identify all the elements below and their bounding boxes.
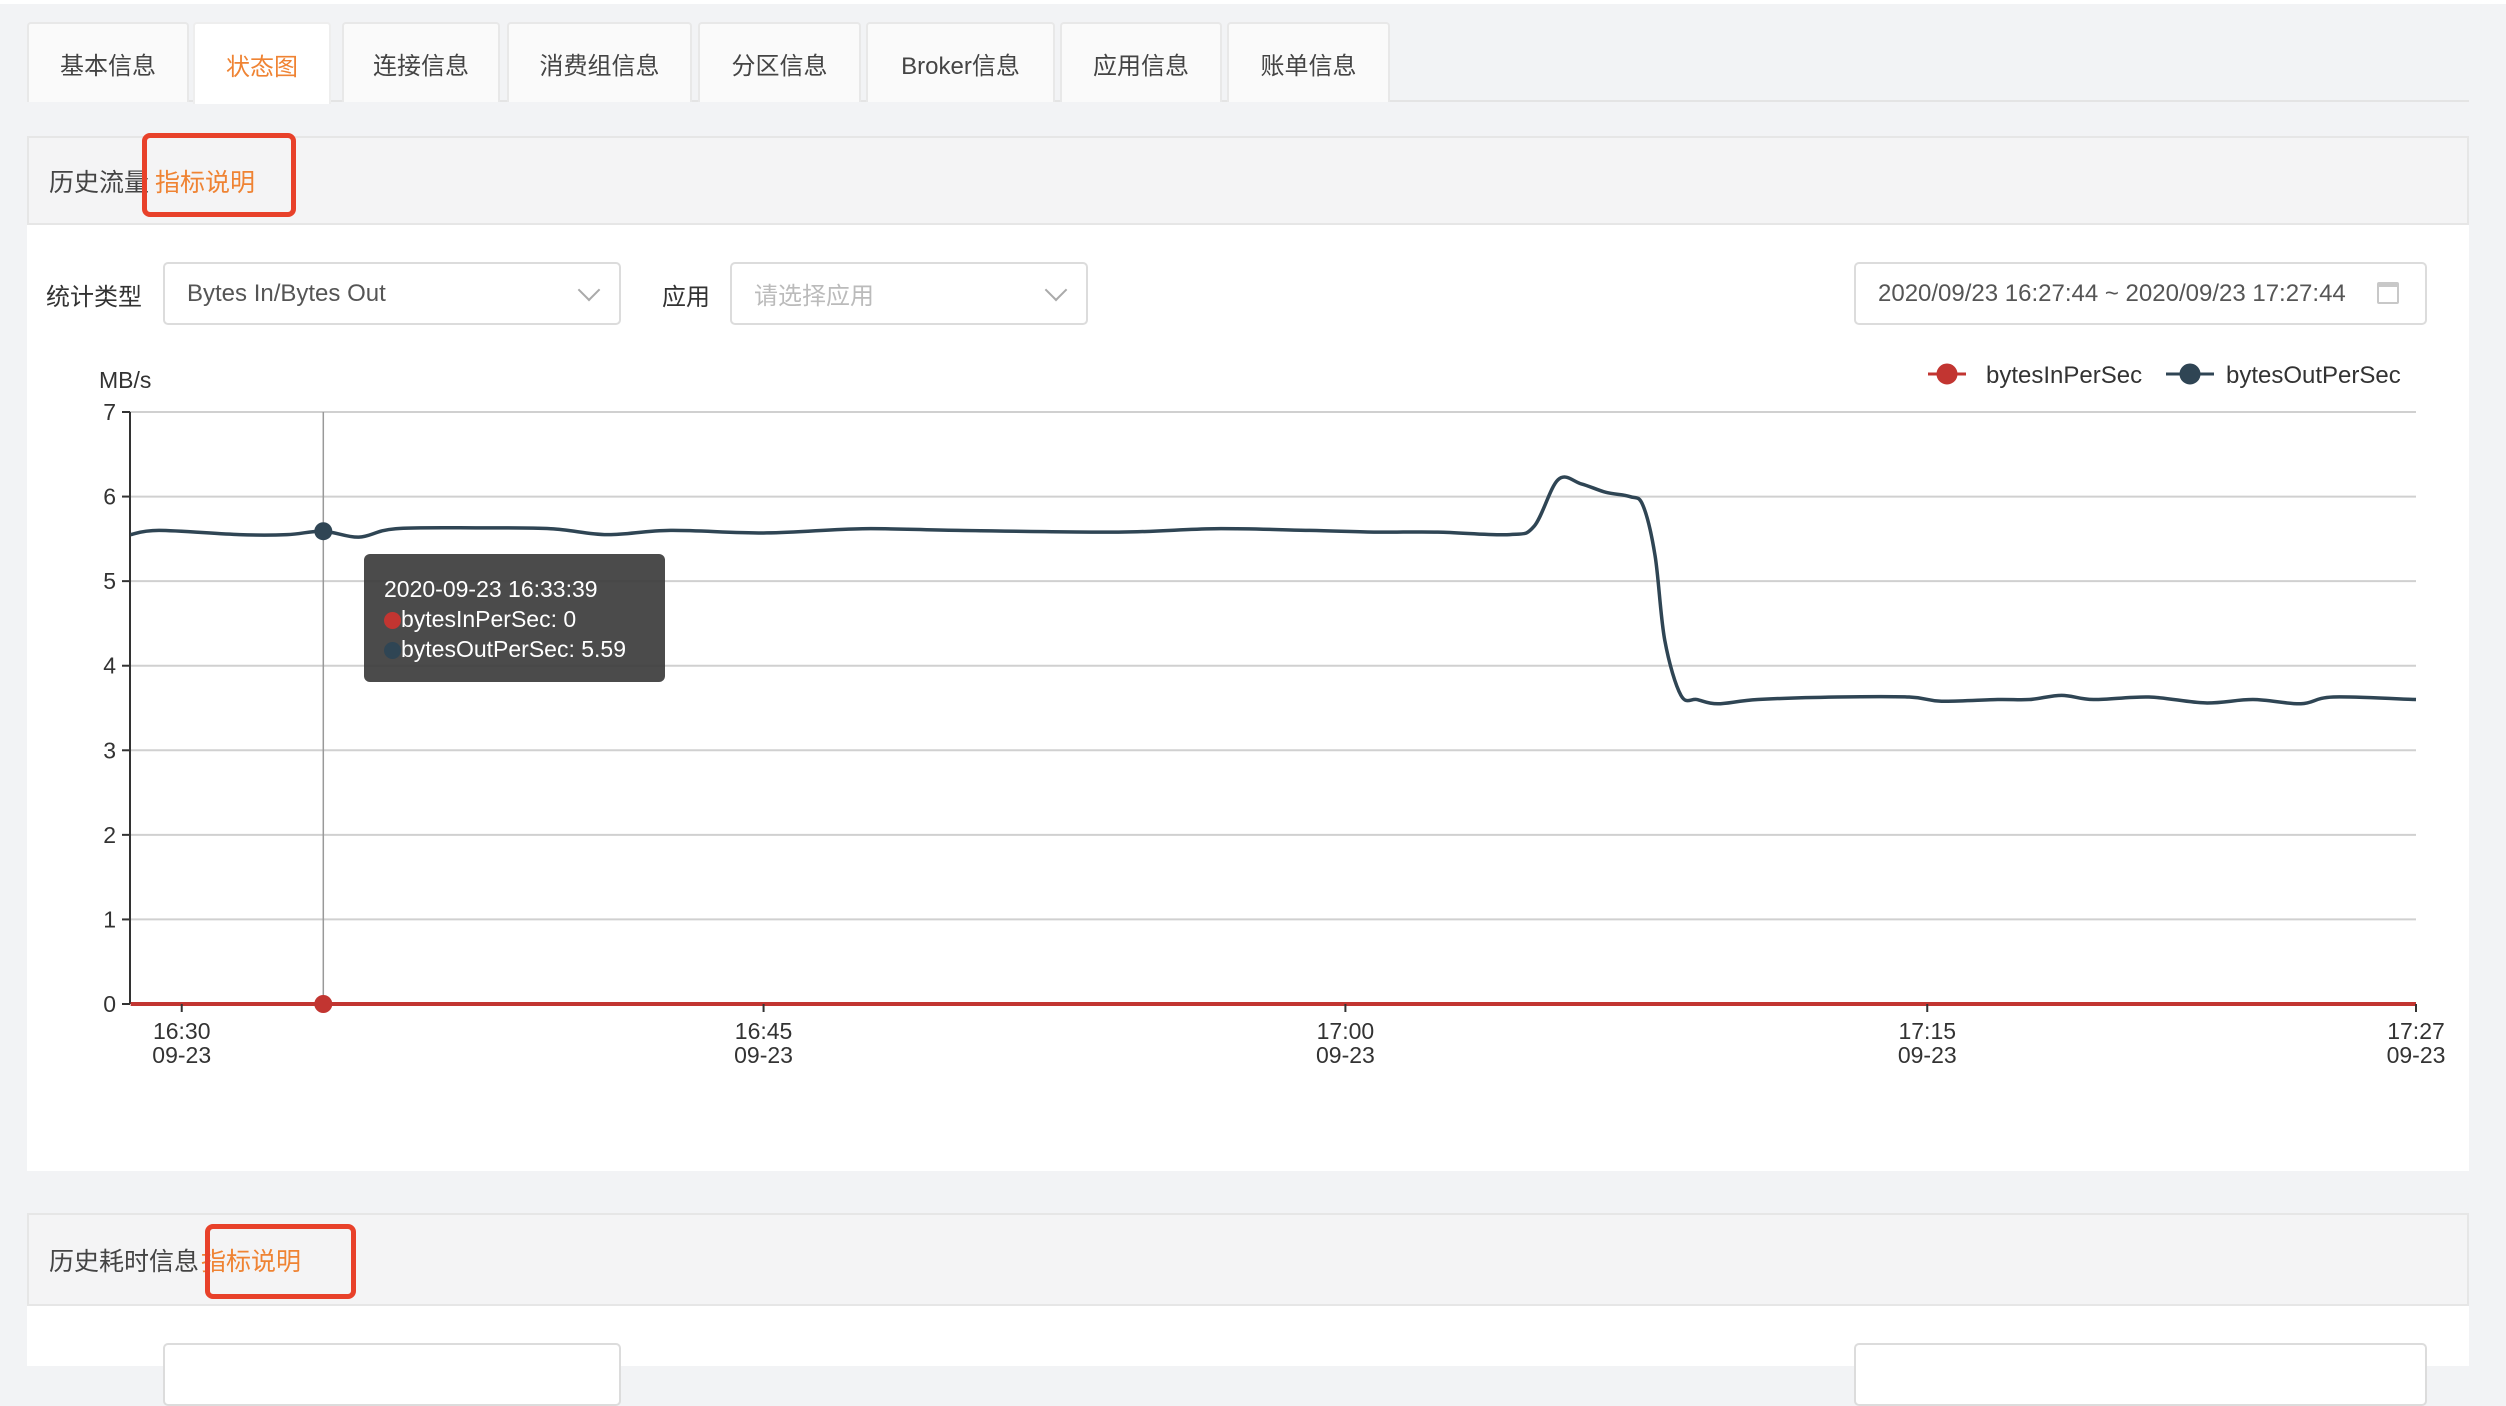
tab-broker-info[interactable]: Broker信息 — [866, 22, 1055, 102]
chevron-down-icon — [577, 278, 601, 302]
tab-connection-info[interactable]: 连接信息 — [342, 22, 500, 102]
latency-card: 历史耗时信息 指标说明 — [27, 1213, 2469, 1406]
tab-bar: 基本信息 状态图 连接信息 消费组信息 分区信息 Broker信息 应用信息 账… — [27, 22, 2469, 104]
tab-basic-info[interactable]: 基本信息 — [27, 22, 189, 102]
tab-app-info[interactable]: 应用信息 — [1060, 22, 1222, 102]
latency-stat-select[interactable] — [163, 1343, 621, 1406]
latency-card-body — [27, 1306, 2469, 1406]
date-range-value: 2020/09/23 16:27:44 ~ 2020/09/23 17:27:4… — [1878, 279, 2346, 307]
calendar-icon — [2377, 282, 2399, 304]
bytesin-dot-icon — [384, 612, 401, 629]
stat-type-label: 统计类型 — [46, 284, 142, 311]
stat-type-value: Bytes In/Bytes Out — [187, 279, 386, 307]
tab-consumer-group-info[interactable]: 消费组信息 — [507, 22, 692, 102]
traffic-card-body: 统计类型 Bytes In/Bytes Out 应用 请选择应用 2020/09… — [27, 225, 2469, 1171]
chevron-down-icon — [1044, 278, 1068, 302]
tab-bill-info[interactable]: 账单信息 — [1227, 22, 1390, 102]
app-label: 应用 — [662, 284, 710, 311]
app-placeholder: 请选择应用 — [754, 283, 874, 310]
latency-card-header: 历史耗时信息 指标说明 — [27, 1213, 2469, 1306]
top-strip — [0, 0, 2506, 4]
latency-title: 历史耗时信息 — [49, 1247, 200, 1276]
stat-type-select[interactable]: Bytes In/Bytes Out — [163, 262, 621, 325]
tab-status-chart[interactable]: 状态图 — [193, 22, 331, 104]
help-link-highlight — [205, 1224, 356, 1299]
tab-partition-info[interactable]: 分区信息 — [698, 22, 861, 102]
latency-date-picker[interactable] — [1854, 1343, 2427, 1406]
traffic-card-header: 历史流量 指标说明 — [27, 136, 2469, 225]
chart-tooltip: 2020-09-23 16:33:39 bytesInPerSec: 0 byt… — [364, 554, 665, 682]
date-range-picker[interactable]: 2020/09/23 16:27:44 ~ 2020/09/23 17:27:4… — [1854, 262, 2427, 325]
bytesout-dot-icon — [384, 642, 401, 659]
traffic-title: 历史流量 — [49, 168, 150, 197]
traffic-help-link[interactable]: 指标说明 — [155, 168, 256, 197]
tooltip-bytesin: bytesInPerSec: 0 — [401, 606, 577, 632]
help-link-highlight — [142, 133, 296, 217]
tooltip-time: 2020-09-23 16:33:39 — [384, 576, 598, 602]
latency-help-link[interactable]: 指标说明 — [201, 1247, 302, 1276]
app-select[interactable]: 请选择应用 — [730, 262, 1088, 325]
tooltip-bytesout: bytesOutPerSec: 5.59 — [401, 636, 627, 662]
